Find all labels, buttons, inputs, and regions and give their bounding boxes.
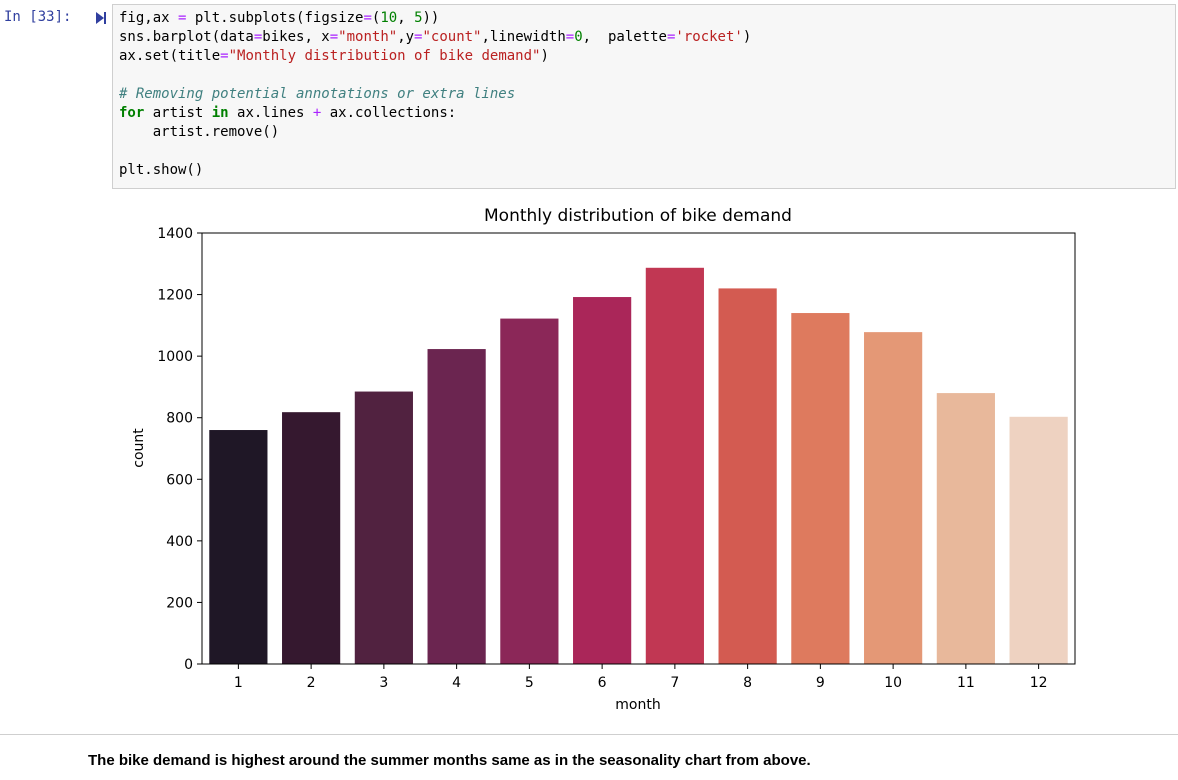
code-line: # Removing potential annotations or extr… [119,86,515,102]
bar-month-12 [1009,416,1068,664]
cell-divider [0,734,1178,735]
bar-month-5 [500,318,559,664]
code-token: ax.collections: [321,105,457,121]
code-token: fig,ax [119,10,179,26]
code-token: # Removing potential annotations or extr… [119,86,516,102]
y-tick-label: 200 [166,595,193,611]
bar-month-3 [354,391,413,664]
code-line: for artist in ax.lines + ax.collections: [119,105,456,121]
bar-month-9 [791,313,850,664]
bar-month-10 [864,332,923,664]
code-token: = [363,10,372,26]
x-tick-label: 10 [884,675,902,691]
code-token: = [414,29,423,45]
x-tick-label: 7 [670,675,679,691]
cell-prompt: In [33]: [4,9,72,25]
x-tick-label: 3 [379,675,388,691]
code-token: plt.subplots(figsize [186,10,364,26]
code-token: ,y [397,29,415,45]
code-token: "month" [338,29,398,45]
bar-month-11 [936,393,995,664]
code-token: , [397,10,415,26]
x-tick-label: 6 [598,675,607,691]
code-token: plt.show() [119,162,204,178]
code-token: = [565,29,575,45]
code-token: + [312,105,322,121]
x-tick-label: 4 [452,675,461,691]
x-tick-label: 5 [525,675,534,691]
x-tick-label: 1 [234,675,243,691]
y-tick-label: 800 [166,411,193,427]
code-token: , palette [582,29,667,45]
bar-month-8 [718,288,777,664]
plot-frame [201,232,1076,665]
bar-month-4 [427,349,486,664]
code-token: )) [422,10,440,26]
code-line: artist.remove() [119,124,279,140]
code-token: 10 [380,10,398,26]
code-line: sns.barplot(data=bikes, x="month",y="cou… [119,29,751,45]
x-axis-label: month [615,697,660,713]
code-token: = [666,29,676,45]
code-token: artist [144,105,212,121]
code-token: ) [742,29,752,45]
cell-output: Monthly distribution of bike demand 0 200… [112,198,1092,718]
code-token: ,linewidth [481,29,566,45]
y-tick-label: 600 [166,472,193,488]
code-token: artist.remove() [119,124,280,140]
y-tick-label: 0 [184,657,193,673]
bar-chart: Monthly distribution of bike demand 0 200… [131,206,1076,713]
x-tick-label: 11 [957,675,975,691]
y-tick-label: 400 [166,534,193,550]
y-tick-label: 1000 [157,349,193,365]
y-axis-label: count [131,428,147,468]
code-line: fig,ax = plt.subplots(figsize=(10, 5)) [119,10,439,26]
code-token: sns.barplot(data [119,29,254,45]
code-token: bikes, x [262,29,330,45]
x-tick-label: 2 [307,675,316,691]
code-token: ( [371,10,381,26]
code-token: = [220,48,229,64]
code-cell-input[interactable]: fig,ax = plt.subplots(figsize=(10, 5)) s… [112,4,1176,189]
collapse-toggle-icon[interactable] [94,11,108,25]
bar-month-6 [573,297,632,664]
x-tick-label: 9 [816,675,825,691]
code-token: ) [540,48,549,64]
code-line: plt.show() [119,162,203,178]
chart-title: Monthly distribution of bike demand [484,206,792,226]
code-editor[interactable]: fig,ax = plt.subplots(figsize=(10, 5)) s… [119,9,751,180]
code-token: = [329,29,339,45]
code-token: = [178,10,187,26]
code-token: = [253,29,263,45]
code-token: 0 [574,29,583,45]
code-line: ax.set(title="Monthly distribution of bi… [119,48,549,64]
code-token: for [119,105,145,121]
code-token: 5 [414,10,423,26]
bar-month-1 [209,430,268,664]
bar-month-7 [645,267,704,664]
code-token: ax.set(title [119,48,221,64]
bar-month-2 [282,412,341,664]
x-tick-label: 12 [1030,675,1048,691]
y-tick-label: 1400 [157,226,193,242]
code-token: ax.lines [228,105,313,121]
markdown-cell-text[interactable]: The bike demand is highest around the su… [88,752,811,769]
code-token: 'rocket' [675,29,743,45]
y-tick-label: 1200 [157,288,193,304]
x-tick-label: 8 [743,675,752,691]
code-token: "Monthly distribution of bike demand" [228,48,541,64]
code-token: in [211,105,229,121]
code-token: "count" [422,29,482,45]
